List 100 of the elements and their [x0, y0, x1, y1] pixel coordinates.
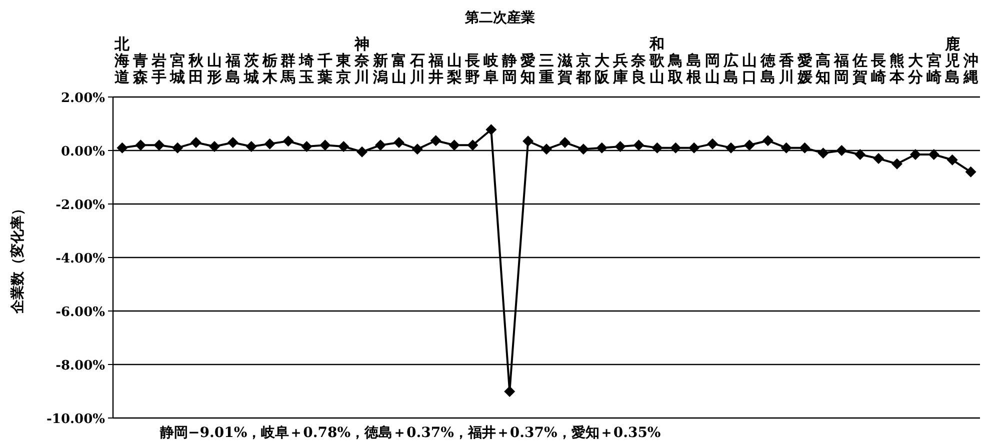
point	[578, 144, 589, 155]
point	[910, 149, 921, 160]
x-tick-label: 福岡	[833, 52, 850, 86]
x-tick-label: 島根	[686, 52, 703, 86]
point	[227, 136, 238, 148]
y-axis-title: 企業数（変化率）	[9, 202, 26, 314]
y-tick-label: -2.00%	[56, 198, 106, 213]
point	[744, 140, 755, 151]
point	[596, 142, 608, 154]
x-tick-label: 鹿児島	[944, 35, 960, 86]
x-tick-label: 東京	[335, 52, 352, 86]
y-tick-label: 2.00%	[60, 91, 106, 106]
point	[688, 142, 700, 154]
point	[116, 142, 128, 154]
point	[190, 136, 202, 148]
y-tick-label: 0.00%	[60, 144, 106, 160]
point	[356, 146, 368, 158]
point	[780, 142, 792, 154]
x-tick-label: 茨城	[242, 52, 259, 86]
point	[504, 386, 516, 398]
point	[135, 140, 146, 151]
y-tick-label: -8.00%	[56, 358, 106, 374]
point	[301, 140, 312, 152]
x-tick-label: 鳥取	[667, 52, 684, 86]
x-tick-label: 滋賀	[556, 52, 572, 86]
point	[707, 138, 718, 150]
x-tick-label: 京都	[574, 52, 591, 86]
x-tick-label: 奈良	[630, 52, 648, 86]
point	[670, 142, 682, 154]
x-tick-label: 長崎	[870, 52, 886, 86]
x-tick-label: 石川	[408, 52, 425, 86]
x-tick-label: 愛媛	[796, 52, 812, 86]
point	[486, 124, 497, 136]
x-tick-label: 新潟	[372, 52, 388, 86]
y-tick-label: -4.00%	[56, 252, 106, 266]
x-tick-label: 福島	[224, 52, 240, 86]
text: 静岡−9.01%，岐阜＋0.78%，徳島＋0.37%，福井＋0.37%，愛知＋0.35%	[159, 424, 661, 441]
x-tick-label: 岐阜	[482, 52, 500, 86]
x-tick-label: 和歌山	[648, 35, 666, 86]
x-tick-label: 群馬	[280, 52, 296, 86]
point	[965, 166, 976, 178]
point	[448, 140, 460, 151]
x-tick-label: 三重	[538, 52, 554, 86]
x-tick-label: 熊本	[888, 52, 906, 86]
point	[320, 140, 331, 151]
x-tick-label: 秋田	[188, 52, 205, 86]
point	[928, 149, 940, 160]
x-tick-label: 山口	[742, 52, 757, 86]
point	[559, 136, 570, 148]
point	[652, 142, 663, 154]
x-tick-label: 宮城	[169, 52, 186, 86]
x-tick-label: 長野	[464, 52, 480, 86]
point	[393, 136, 404, 148]
x-tick-label: 兵庫	[612, 52, 628, 86]
x-tick-label: 広島	[722, 52, 738, 86]
point	[891, 158, 902, 170]
point	[541, 144, 552, 155]
point	[522, 136, 534, 147]
y-tick-label: -10.00%	[46, 412, 106, 427]
point	[836, 145, 848, 156]
point	[246, 140, 257, 152]
x-tick-label: 静岡	[501, 52, 518, 86]
x-tick-label: 岩手	[150, 52, 167, 86]
point	[208, 140, 220, 152]
point	[799, 142, 810, 154]
point	[873, 153, 884, 164]
x-tick-label: 愛知	[520, 52, 536, 86]
point	[854, 149, 866, 160]
point	[467, 140, 478, 151]
point	[614, 140, 626, 152]
x-tick-label: 大分	[906, 52, 924, 86]
point	[633, 140, 644, 151]
point	[172, 142, 184, 154]
point	[338, 140, 350, 152]
point	[374, 140, 386, 151]
x-tick-label: 青森	[132, 52, 150, 86]
point	[282, 136, 294, 147]
point	[264, 138, 276, 150]
x-tick-label: 神奈川	[354, 35, 371, 86]
x-tick-label: 山形	[206, 52, 222, 86]
x-tick-label: 佐賀	[852, 52, 868, 86]
point	[725, 142, 736, 154]
x-tick-label: 大阪	[594, 52, 610, 86]
point	[946, 154, 958, 166]
x-tick-label: 福井	[427, 52, 444, 86]
x-tick-label: 宮崎	[926, 52, 942, 86]
point	[154, 140, 165, 151]
chart-title: 第二次産業	[464, 9, 535, 26]
x-tick-label: 高知	[814, 52, 831, 86]
x-tick-label: 富山	[391, 52, 406, 86]
x-tick-label: 千葉	[316, 52, 333, 86]
point	[762, 135, 774, 146]
point	[412, 144, 423, 155]
y-tick-label: -6.00%	[56, 305, 106, 320]
x-tick-label: 岡山	[705, 52, 720, 86]
x-tick-label: 北海道	[114, 35, 131, 86]
x-tick-label: 沖縄	[962, 52, 978, 86]
x-tick-label: 徳島	[759, 52, 776, 86]
x-tick-label: 香川	[778, 52, 795, 86]
x-tick-label: 埼玉	[298, 52, 314, 86]
